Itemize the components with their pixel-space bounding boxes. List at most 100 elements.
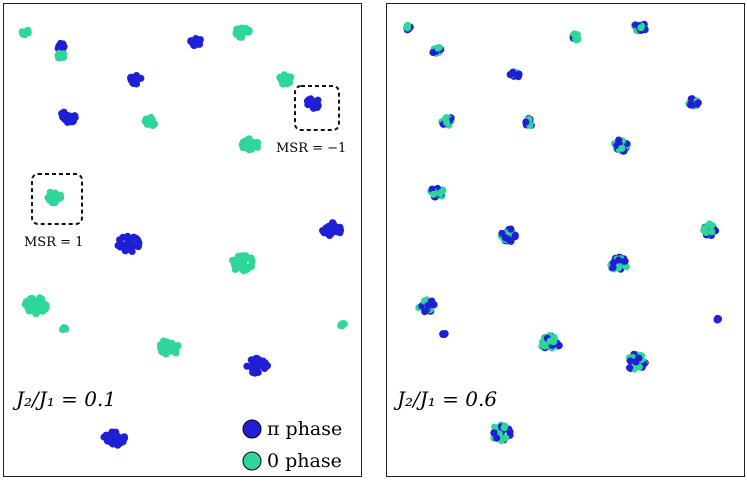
data-point [255, 362, 263, 370]
data-cluster [497, 225, 519, 245]
data-point [327, 229, 335, 237]
data-point [286, 78, 294, 86]
data-cluster [630, 20, 649, 35]
data-cluster [303, 95, 322, 112]
right-panel: J₂/J₁ = 0.6 [386, 3, 745, 477]
ratio-label-right: J₂/J₁ = 0.6 [393, 387, 497, 411]
data-point [637, 24, 645, 32]
data-cluster [243, 354, 271, 377]
msr-one-box [31, 173, 83, 225]
data-cluster [427, 184, 447, 201]
data-point [522, 118, 530, 126]
data-cluster [538, 332, 563, 352]
data-cluster [415, 296, 438, 316]
data-cluster [229, 252, 256, 275]
data-point [626, 364, 634, 372]
data-point [248, 145, 256, 153]
data-cluster [403, 21, 414, 34]
data-point [244, 27, 252, 35]
data-point [403, 24, 411, 32]
data-cluster [156, 337, 182, 358]
data-cluster [276, 71, 295, 88]
data-point [116, 236, 124, 244]
data-cluster [319, 219, 345, 239]
data-point [421, 308, 429, 316]
data-point [32, 299, 40, 307]
data-point [160, 348, 168, 357]
data-point [68, 118, 76, 126]
data-point [126, 242, 134, 250]
data-cluster [429, 44, 445, 57]
data-point [501, 422, 509, 430]
data-point [314, 101, 322, 109]
data-cluster [569, 30, 582, 44]
data-cluster [625, 350, 649, 373]
data-cluster [713, 314, 722, 324]
data-point [708, 228, 716, 236]
data-point [48, 198, 56, 206]
data-point [490, 429, 498, 437]
data-cluster [100, 428, 129, 449]
data-point [55, 194, 63, 202]
data-cluster [114, 232, 143, 255]
data-point [511, 231, 519, 239]
data-point [436, 189, 444, 198]
data-cluster [439, 330, 449, 339]
data-cluster [337, 320, 348, 330]
data-point [71, 112, 79, 120]
data-point [609, 259, 618, 267]
data-point [116, 437, 124, 445]
msr-one-label: MSR = 1 [24, 235, 83, 250]
data-point [550, 338, 558, 346]
data-cluster [44, 188, 65, 207]
data-point [248, 257, 256, 265]
data-point [304, 101, 312, 109]
data-point [694, 99, 702, 107]
msr-minus-one-box [294, 85, 340, 131]
data-point [502, 434, 510, 442]
ratio-label-left: J₂/J₁ = 0.1 [12, 387, 116, 411]
left-scatter-plot: MSR = −1 MSR = 1 J₂/J₁ = 0.1 π phase 0 p… [12, 24, 348, 472]
data-point [128, 247, 136, 255]
data-point [507, 237, 515, 245]
data-point [706, 220, 714, 228]
data-point [20, 30, 28, 39]
data-point [498, 229, 506, 237]
data-cluster [58, 108, 79, 126]
data-point [687, 99, 695, 107]
data-point [168, 339, 176, 347]
data-point [279, 80, 287, 88]
data-point [187, 37, 195, 45]
data-point [60, 111, 68, 119]
legend-zero-label: 0 phase [267, 450, 342, 472]
data-point [58, 40, 66, 48]
data-point [615, 262, 623, 270]
data-point [234, 25, 242, 33]
data-point [434, 44, 442, 52]
data-cluster [238, 135, 261, 154]
data-cluster [58, 324, 70, 334]
legend-pi-marker [242, 419, 262, 439]
data-cluster [685, 95, 702, 110]
data-cluster [490, 421, 514, 445]
data-point [60, 324, 68, 332]
data-point [149, 121, 157, 129]
legend-pi-label: π phase [267, 418, 342, 440]
data-point [276, 73, 284, 82]
data-point [439, 330, 447, 338]
data-point [442, 114, 450, 122]
data-cluster [506, 68, 523, 81]
data-cluster [21, 294, 50, 318]
data-point [172, 349, 180, 357]
data-point [134, 242, 142, 250]
left-panel: MSR = −1 MSR = 1 J₂/J₁ = 0.1 π phase 0 p… [3, 3, 362, 477]
data-point [572, 32, 580, 40]
data-point [626, 357, 634, 365]
data-point [120, 244, 128, 252]
data-cluster [610, 136, 632, 155]
data-point [102, 431, 110, 439]
data-cluster [54, 49, 68, 62]
data-point [133, 236, 141, 244]
data-point [23, 303, 31, 311]
data-point [635, 354, 643, 362]
